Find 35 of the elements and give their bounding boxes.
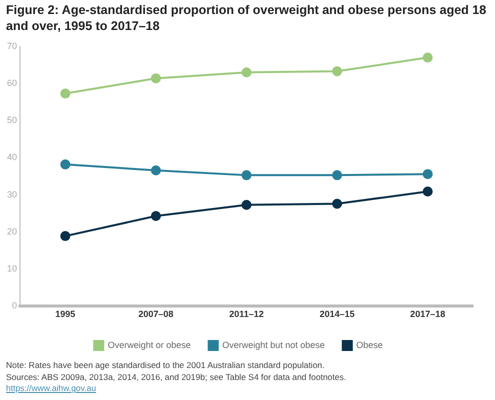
text: Note: Rates have been age standardised to the 2001 Australian standard population.	[6, 360, 326, 372]
y-tick-label: 0	[12, 300, 18, 311]
y-tick-label: 30	[6, 189, 18, 200]
point	[242, 67, 252, 78]
point	[332, 198, 342, 209]
point	[422, 186, 433, 197]
source-note: Sources: ABS 2009a, 2013a, 2014, 2016, and 2019b; see Table S4 for data and footnotes.	[6, 372, 348, 383]
x-tick-label: 1995	[55, 309, 76, 320]
legend-label: Overweight or obese	[108, 340, 191, 350]
legend-label: Overweight but not obese	[222, 340, 325, 350]
point	[60, 231, 70, 242]
y-tick-label: 20	[6, 226, 18, 236]
y-tick-label: 60	[6, 78, 18, 88]
point	[60, 159, 70, 170]
x-tick-label: 2017–18	[410, 309, 446, 320]
y-tick-label: 70	[6, 40, 18, 51]
x-tick-label: 2011–12	[229, 309, 264, 320]
y-tick-label: 50	[6, 115, 18, 126]
x-tick-label: 2007–08	[138, 309, 174, 320]
chart-title: Figure 2: Age-standardised proportion of overweight and obese persons aged 18 and over, 1995 to 2017–18	[5, 2, 488, 35]
point	[150, 73, 161, 84]
y-tick-label: 40	[6, 152, 18, 162]
y-tick-label: 10	[6, 264, 18, 274]
point	[332, 170, 342, 180]
text: https://www.aihw.gov.au	[6, 383, 98, 394]
point	[422, 169, 433, 180]
x-tick-label: 2014–15	[320, 309, 355, 320]
point	[150, 165, 161, 176]
point	[242, 170, 252, 180]
point	[60, 88, 70, 99]
point	[332, 66, 342, 76]
point	[242, 200, 252, 210]
point	[422, 52, 433, 63]
point	[150, 211, 161, 222]
legend-label: Obese	[356, 340, 383, 350]
